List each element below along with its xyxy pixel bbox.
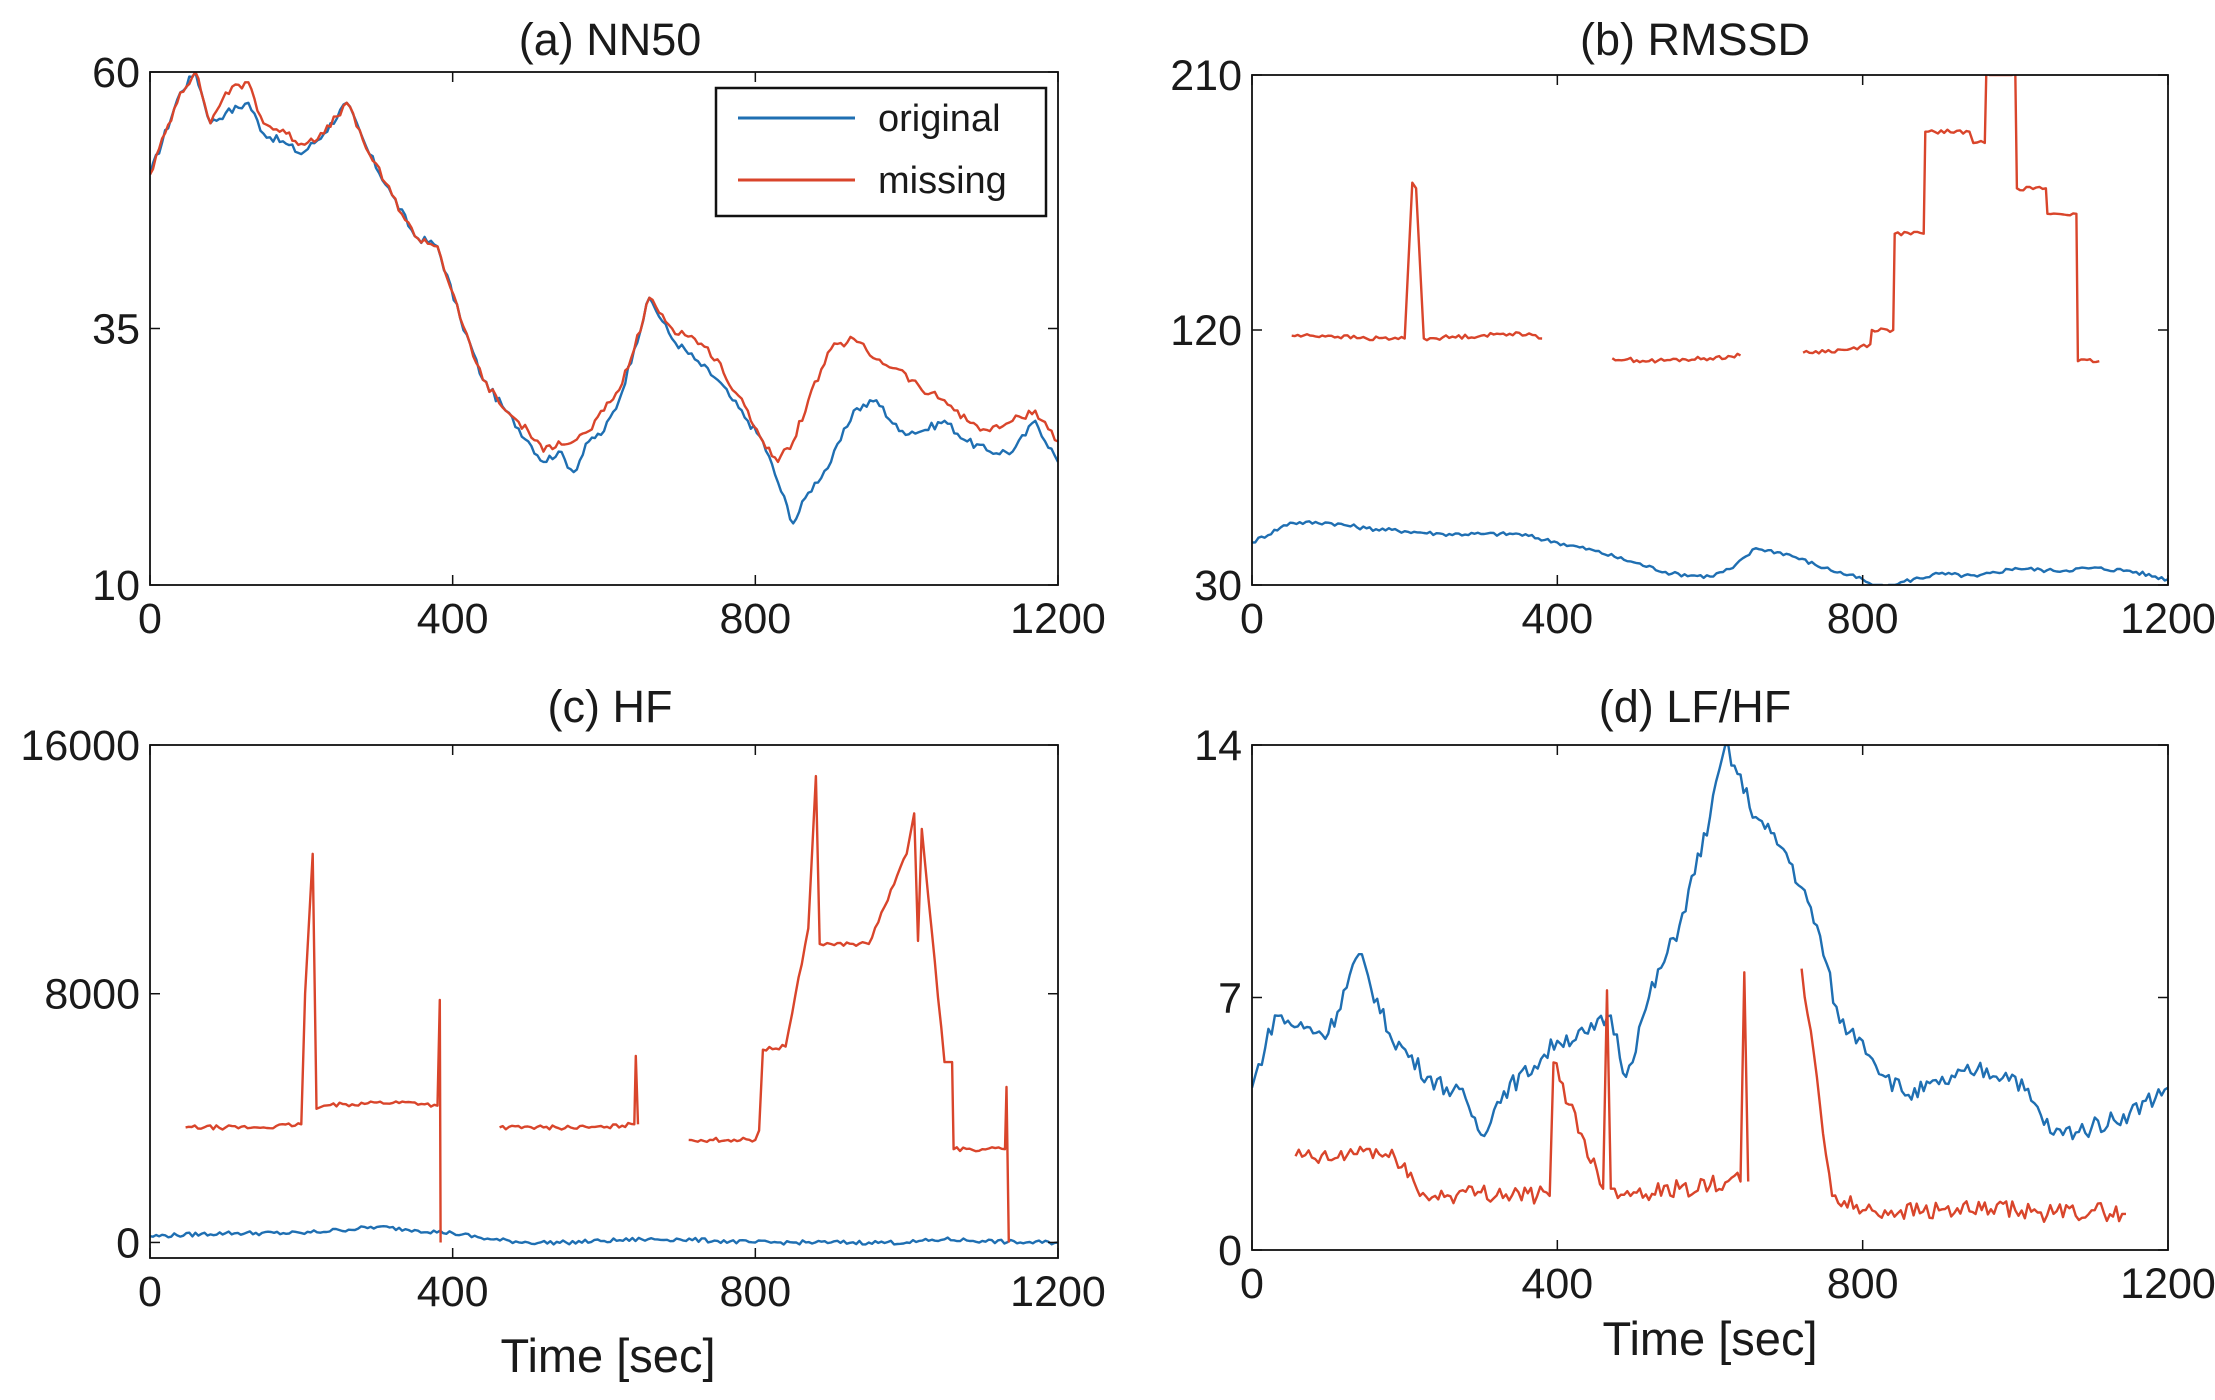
panel-b-ytick-label: 210 [1170,52,1242,100]
panel-c-xlabel: Time [sec] [500,1329,715,1382]
panel-a-series-missing [150,72,1058,464]
panel-a-title: (a) NN50 [519,14,702,65]
legend-box [714,86,1048,218]
panel-d-xtick-label: 800 [1827,1260,1899,1308]
panel-b-xtick-label: 400 [1521,595,1593,643]
panel-d-xtick-label: 1200 [2120,1260,2215,1308]
panel-a-xtick-label: 800 [719,595,791,643]
panel-c: (c) HF 0 400 800 1200 0 8000 16000 Time [sec] [20,681,1105,1382]
panel-a-series-original [150,72,1058,525]
panel-d-ytick-label: 7 [1218,975,1242,1023]
panel-a: (a) NN50 0 400 800 1200 10 35 60 original miss… [92,14,1106,643]
panel-c-plot: 0 400 800 1200 0 8000 16000 [20,722,1105,1316]
panel-d-plot: 0 400 800 1200 0 7 14 [1194,722,2215,1308]
panel-d: (d) LF/HF 0 400 800 1200 0 7 14 Time [sec] [1194,681,2215,1365]
panel-d-xtick-label: 0 [1240,1260,1264,1308]
panel-b-xtick-label: 1200 [2120,595,2215,643]
panel-d-ytick-label: 14 [1194,722,1242,770]
panel-b-xtick-label: 800 [1827,595,1899,643]
panel-c-title: (c) HF [548,681,673,732]
panel-a-plot: 0 400 800 1200 10 35 60 [92,49,1106,643]
panel-c-series-original [150,1225,1058,1246]
panel-a-xtick-label: 0 [138,595,162,643]
panel-b-xtick-label: 0 [1240,595,1264,643]
panel-d-xtick-label: 400 [1521,1260,1593,1308]
panel-a-xtick-label: 1200 [1010,595,1106,643]
panel-c-xtick-label: 1200 [1010,1268,1106,1316]
panel-b-ytick-label: 30 [1194,562,1242,610]
legend: original missing [714,86,1048,218]
panel-c-ytick-label: 16000 [20,722,140,770]
panel-c-xtick-label: 0 [138,1268,162,1316]
panel-a-ytick-label: 10 [92,562,140,610]
panel-c-xtick-label: 400 [417,1268,489,1316]
panel-a-ytick-label: 35 [92,306,140,354]
panel-c-ytick-label: 0 [116,1219,140,1267]
panel-c-axes-box [149,744,1059,1259]
legend-missing-label: missing [878,160,1007,202]
panel-c-series-missing [185,774,1010,1243]
panel-d-series-missing [1294,968,2126,1223]
panel-b-axes-box [1251,74,2169,586]
legend-original-label: original [878,98,1001,140]
panel-c-ytick-label: 8000 [44,971,140,1019]
panel-d-series-original [1252,745,2168,1141]
panel-a-xtick-label: 400 [417,595,489,643]
panel-d-ytick-label: 0 [1218,1227,1242,1275]
panel-a-ytick-label: 60 [92,49,140,97]
panel-b-plot: 0 400 800 1200 30 120 210 [1170,52,2215,643]
panel-b-ytick-label: 120 [1170,307,1242,355]
panel-d-title: (d) LF/HF [1599,681,1792,732]
panel-b-title: (b) RMSSD [1580,14,1810,65]
panel-d-xlabel: Time [sec] [1602,1312,1817,1365]
panel-b: (b) RMSSD 0 400 800 1200 30 120 210 [1170,14,2215,643]
panel-b-series-original [1252,520,2168,585]
panel-b-series-missing [1291,75,2100,364]
panel-c-xtick-label: 800 [719,1268,791,1316]
